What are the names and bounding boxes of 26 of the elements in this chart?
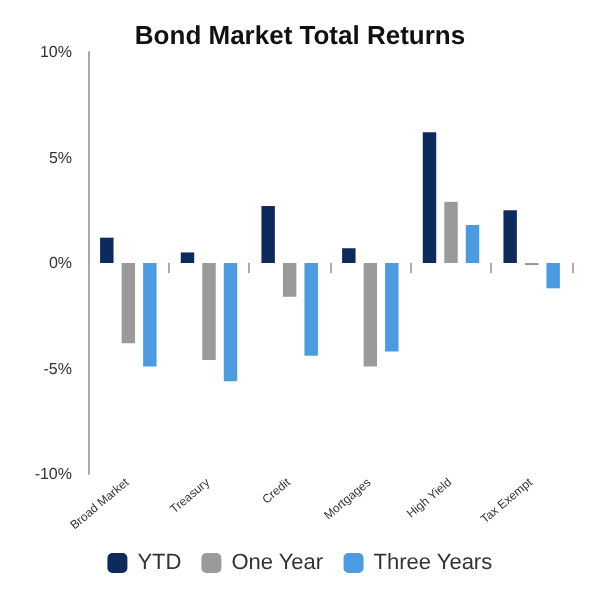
legend-label: One Year	[231, 551, 324, 575]
chart-title: Bond Market Total Returns	[134, 20, 466, 50]
bar	[282, 263, 297, 297]
bar	[422, 132, 437, 263]
y-tick-label: -10%	[34, 465, 72, 483]
bar	[385, 263, 399, 352]
legend-label: YTD	[137, 551, 182, 575]
bar	[143, 263, 157, 367]
bar	[342, 248, 356, 263]
bar	[202, 263, 216, 361]
bar	[261, 206, 275, 263]
bar	[546, 263, 560, 289]
bar	[304, 263, 318, 356]
y-tick-label: 5%	[48, 148, 72, 167]
y-tick-label: -5%	[43, 359, 72, 378]
bar	[223, 263, 238, 382]
y-tick-label: 10%	[39, 43, 72, 61]
bar	[503, 210, 517, 263]
bar	[444, 201, 458, 263]
legend-label: Three Years	[373, 551, 494, 575]
bar	[180, 252, 195, 263]
bar	[465, 225, 480, 263]
y-tick-label: 0%	[48, 254, 72, 272]
bar	[363, 263, 378, 367]
bar	[100, 237, 114, 263]
bar	[121, 263, 136, 344]
